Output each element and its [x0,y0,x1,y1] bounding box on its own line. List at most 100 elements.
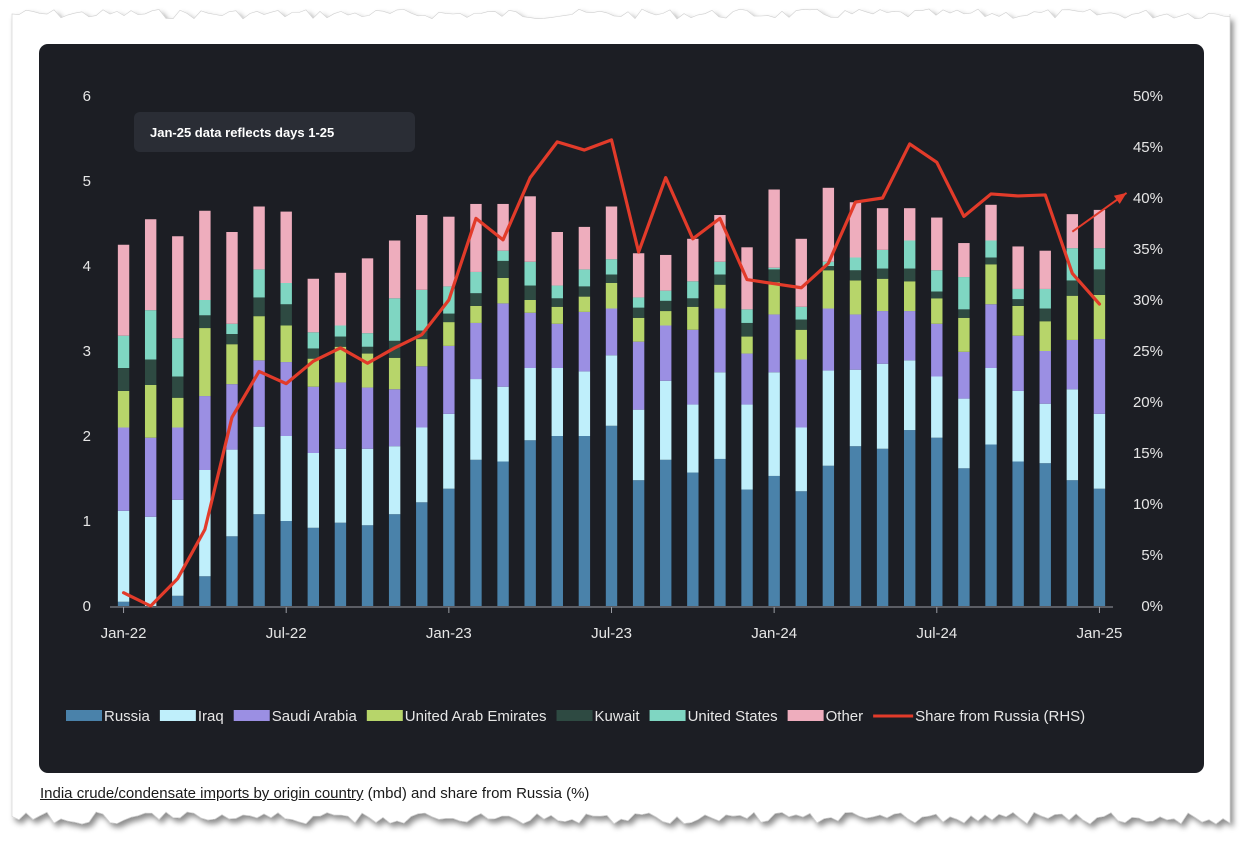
x-tick-label: Jan-24 [751,625,797,642]
bar-segment-united-arab-emirates-31 [958,317,970,352]
bar-segment-russia-13 [470,459,482,606]
bar-segment-iraq-32 [985,368,997,445]
bar-segment-other-36 [1093,209,1106,249]
bar-segment-kuwait-9 [361,346,374,354]
bar-segment-united-arab-emirates-11 [416,339,428,367]
bar-segment-kuwait-23 [741,322,753,337]
bar-segment-russia-14 [497,461,509,606]
trend-arrow [1071,192,1128,233]
bar-segment-other-22 [714,215,726,262]
bar-segment-other-4 [226,232,238,324]
bar-segment-united-states-35 [1066,248,1079,281]
bar-segment-other-10 [388,240,401,299]
bar-segment-other-32 [985,204,997,241]
legend-label: Kuwait [595,708,641,725]
bar-segment-united-arab-emirates-12 [443,322,455,346]
bar-segment-saudi-arabia-9 [361,387,374,449]
legend-swatch [366,710,403,721]
bar-segment-kuwait-2 [172,376,184,398]
bar-segment-other-5 [253,206,265,270]
y-left-tick-label: 6 [83,88,91,105]
bar-segment-russia-5 [253,514,265,606]
bar-segment-iraq-5 [253,426,265,515]
legend-swatch [233,710,270,721]
bar-segment-kuwait-16 [551,298,563,307]
y-right-tick-label: 25% [1133,343,1163,360]
bar-segment-saudi-arabia-21 [687,329,699,405]
bar-segment-other-12 [443,216,455,287]
y-axis-right-labels: 0% 5% 10% 15% 20% 25% 30% 35% 40% 45% 50% [1133,88,1163,615]
bar-segment-united-arab-emirates-8 [334,346,347,383]
bar-segment-united-arab-emirates-28 [876,278,889,312]
bar-segment-iraq-36 [1093,413,1106,489]
bar-segment-russia-12 [443,488,455,606]
bar-segment-russia-28 [876,448,889,606]
bar-segment-iraq-13 [470,379,482,460]
bar-segment-kuwait-4 [226,334,238,345]
bar-segment-russia-18 [605,425,618,606]
bar-segment-saudi-arabia-30 [931,323,943,377]
legend-swatch [66,710,102,721]
bar-segment-united-states-8 [334,325,347,337]
bar-segment-iraq-17 [578,371,591,436]
bar-segment-kuwait-14 [497,260,509,278]
bar-segment-saudi-arabia-6 [280,362,292,436]
bar-segment-united-arab-emirates-14 [497,277,509,304]
bar-segment-kuwait-28 [876,268,889,279]
caption-text: (mbd) and share from Russia (%) [363,785,590,802]
bar-segment-iraq-35 [1066,389,1079,481]
bar-segment-russia-25 [795,491,807,606]
bar-segment-united-states-6 [280,283,292,305]
bar-segment-russia-0 [117,601,130,606]
bar-segment-kuwait-15 [524,285,536,300]
bar-segment-iraq-19 [632,409,645,481]
bar-segment-other-2 [172,236,184,339]
bar-segment-iraq-14 [497,386,509,462]
bar-segment-united-states-10 [388,298,401,341]
bar-segment-russia-36 [1093,488,1106,606]
bar-segment-russia-20 [660,459,672,606]
bar-segment-russia-10 [388,514,401,606]
bar-segment-united-states-31 [958,277,970,310]
y-left-tick-label: 3 [83,343,91,360]
bar-segment-united-arab-emirates-24 [768,282,780,315]
x-tick-label: Jul-24 [916,625,957,642]
bar-segment-united-states-15 [524,261,536,286]
bar-segment-other-17 [578,226,591,270]
bar-segment-kuwait-1 [144,359,157,385]
bar-segment-united-states-13 [470,271,482,294]
annotation-text: Jan-25 data reflects days 1-25 [150,125,334,140]
bar-segment-other-9 [361,258,374,334]
bar-segment-iraq-28 [876,363,889,449]
bar-segment-saudi-arabia-10 [388,389,401,447]
bar-segment-iraq-33 [1012,390,1024,462]
bar-segment-russia-17 [578,436,591,606]
bar-segment-iraq-11 [416,427,428,503]
bar-segment-united-states-28 [876,249,889,269]
bar-segment-united-arab-emirates-22 [714,284,726,309]
bar-segment-saudi-arabia-24 [768,314,780,373]
caption-link[interactable]: India crude/condensate imports by origin… [40,785,364,802]
bar-segment-united-arab-emirates-21 [687,306,699,330]
bar-segment-saudi-arabia-14 [497,303,509,387]
legend-swatch [649,710,686,721]
legend-label: Saudi Arabia [272,708,358,725]
legend-label: Other [826,708,864,725]
bar-segment-iraq-4 [226,449,238,537]
bar-segment-united-arab-emirates-27 [849,280,862,315]
bar-segment-saudi-arabia-8 [334,382,347,449]
chart: Jan-25 data reflects days 1-25 Jan-22 Jul-… [66,88,1163,725]
bar-segment-kuwait-21 [687,298,699,307]
bar-segment-russia-15 [524,440,536,606]
bar-segment-iraq-8 [334,448,347,523]
bar-segment-other-24 [768,189,780,268]
bar-segment-united-arab-emirates-5 [253,316,265,361]
legend-swatch [787,710,824,721]
bar-segment-kuwait-24 [768,269,780,283]
bar-segment-russia-30 [931,437,943,606]
x-tick-label: Jul-23 [591,625,632,642]
bar-segment-russia-35 [1066,480,1079,606]
bar-segment-kuwait-32 [985,257,997,265]
bar-segment-iraq-1 [144,516,157,606]
bar-segment-united-arab-emirates-16 [551,306,563,324]
